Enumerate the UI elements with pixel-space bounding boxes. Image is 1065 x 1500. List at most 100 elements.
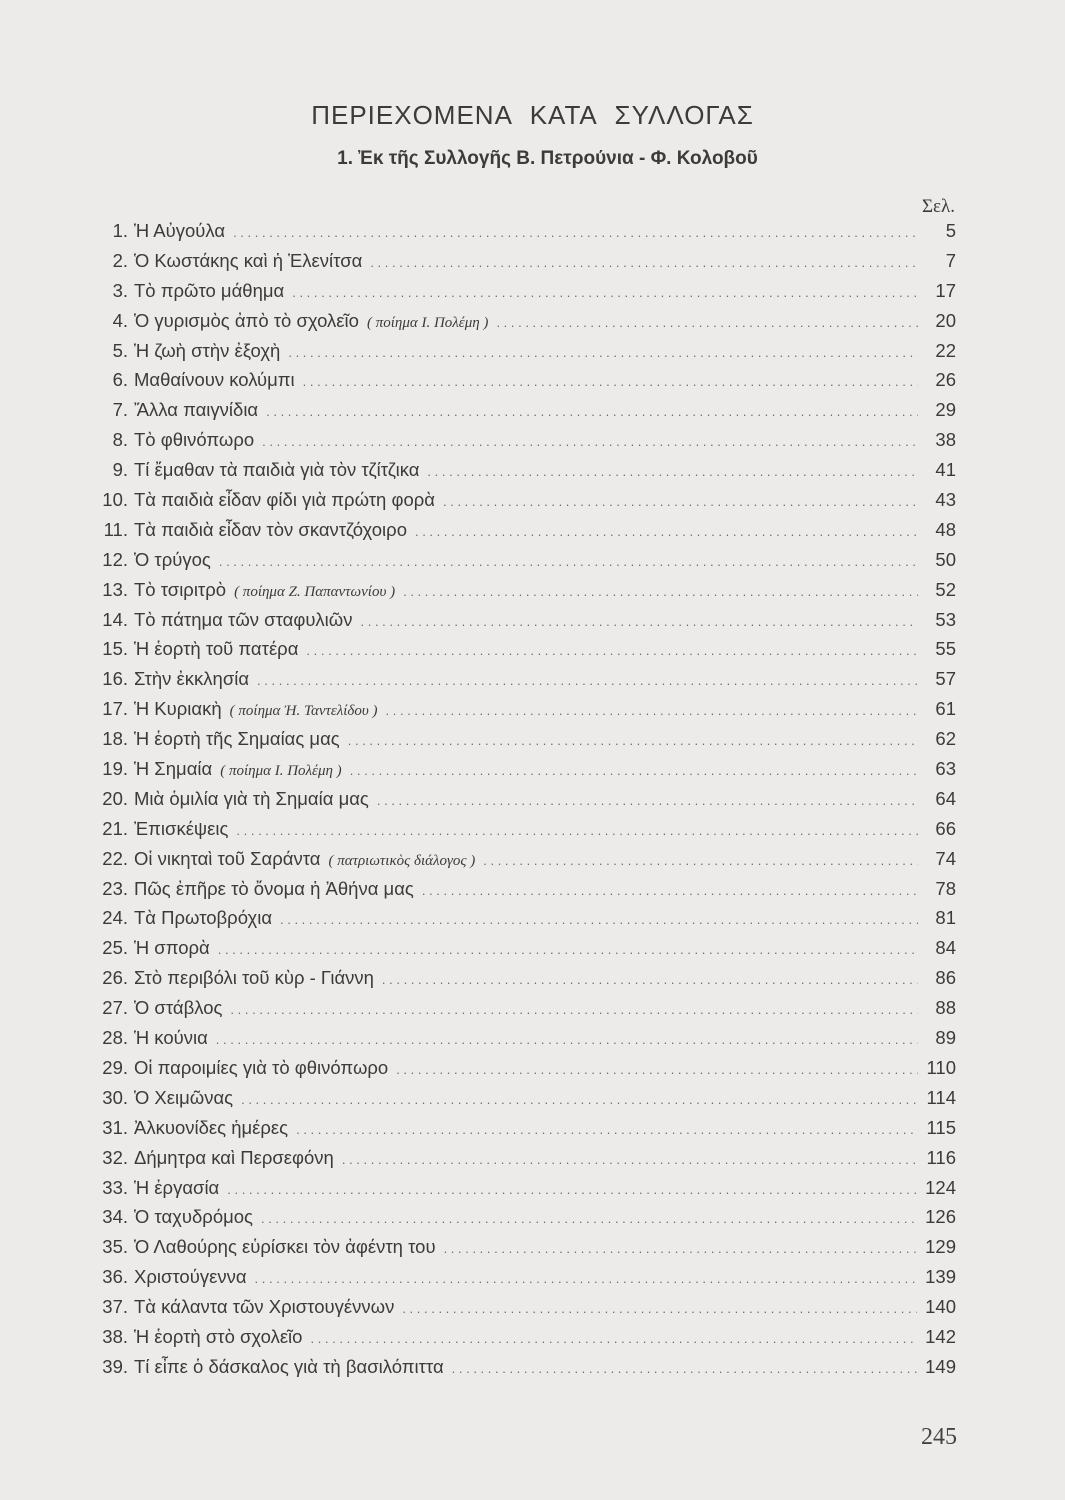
toc-entry: 18. Ἡ ἑορτὴ τῆς Σημαίας μας 62 — [90, 728, 956, 758]
dot-leader — [261, 1211, 917, 1226]
dot-leader — [444, 1241, 918, 1256]
entry-page: 64 — [935, 787, 956, 809]
entry-title: Ὁ στάβλος — [134, 997, 223, 1019]
entry-note: ( ποίημα Ἠ. Ταντελίδου ) — [229, 703, 378, 720]
entry-page: 124 — [925, 1176, 956, 1198]
entry-page: 129 — [925, 1236, 956, 1258]
dot-leader — [310, 1331, 917, 1346]
entry-title: Ἡ Σημαία — [134, 758, 213, 780]
entry-page: 110 — [926, 1056, 957, 1078]
entry-title: Τὸ πρῶτο μάθημα — [134, 279, 285, 301]
toc-entry: 32. Δήμητρα καὶ Περσεφόνη 116 — [90, 1147, 956, 1177]
entry-number: 22. — [102, 847, 128, 869]
dot-leader — [361, 614, 919, 629]
entry-page: 41 — [935, 459, 956, 481]
dot-leader — [415, 524, 918, 539]
entry-page: 140 — [925, 1296, 956, 1318]
dot-leader — [306, 643, 918, 658]
entry-page: 74 — [935, 847, 956, 869]
toc-entry: 37. Τὰ κάλαντα τῶν Χριστουγέννων 140 — [90, 1296, 956, 1326]
entry-title: Τὰ παιδιὰ εἶδαν τὸν σκαντζόχοιρο — [134, 518, 407, 540]
dot-leader — [396, 1062, 918, 1077]
entry-number: 19. — [102, 758, 128, 780]
entry-title: Μαθαίνουν κολύμπι — [134, 369, 295, 391]
entry-title: Ἡ Κυριακὴ — [134, 698, 222, 720]
entry-number: 16. — [102, 668, 128, 690]
entry-title: Ὁ ταχυδρόμος — [134, 1206, 253, 1228]
dot-leader — [386, 703, 918, 718]
entry-title: Ὁ τρύγος — [134, 548, 211, 570]
toc-entry: 3. Τὸ πρῶτο μάθημα 17 — [90, 280, 956, 310]
dot-leader — [233, 225, 918, 240]
entry-number: 7. — [112, 399, 128, 421]
toc-entry: 23. Πῶς ἐπῆρε τὸ ὄνομα ἡ Ἀθήνα μας 78 — [90, 878, 956, 908]
toc-entry: 20. Μιὰ ὁμιλία γιὰ τὴ Σημαία μας 64 — [90, 788, 956, 818]
toc-entry: 25. Ἡ σπορὰ 84 — [90, 937, 956, 967]
entry-number: 3. — [112, 279, 128, 301]
toc-entry: 39. Τί εἶπε ὁ δάσκαλος γιὰ τὴ βασιλόπιττα… — [90, 1356, 956, 1386]
entry-number: 27. — [102, 997, 128, 1019]
entry-page: 7 — [945, 249, 956, 271]
page-number: 245 — [921, 1424, 957, 1450]
toc-entry: 1. Ἡ Αὐγούλα 5 — [90, 220, 956, 250]
entry-title: Τί ἔμαθαν τὰ παιδιὰ γιὰ τὸν τζίτζικα — [134, 459, 420, 481]
entry-number: 36. — [102, 1266, 128, 1288]
entry-number: 23. — [102, 877, 128, 899]
entry-number: 11. — [103, 518, 128, 540]
entry-title: Χριστούγεννα — [134, 1266, 247, 1288]
toc-entry: 14. Τὸ πάτημα τῶν σταφυλιῶν 53 — [90, 609, 956, 639]
toc-entry: 7. Ἄλλα παιγνίδια 29 — [90, 399, 956, 429]
entry-number: 10. — [102, 489, 128, 511]
toc-entry: 10. Τὰ παιδιὰ εἶδαν φίδι γιὰ πρώτη φορὰ 43 — [90, 489, 956, 519]
dot-leader — [280, 912, 918, 927]
entry-page: 66 — [935, 817, 956, 839]
entry-title: Ὁ γυρισμὸς ἀπὸ τὸ σχολεῖο — [134, 309, 359, 331]
entry-title: Οἱ παροιμίες γιὰ τὸ φθινόπωρο — [134, 1056, 389, 1078]
toc-entry: 29. Οἱ παροιμίες γιὰ τὸ φθινόπωρο 110 — [90, 1057, 956, 1087]
toc-entry: 16. Στὴν ἐκκλησία 57 — [90, 668, 956, 698]
dot-leader — [382, 972, 918, 987]
entry-title: Ἀλκυονίδες ἡμέρες — [134, 1116, 289, 1138]
entry-title: Ὁ Κωστάκης καὶ ἡ Ἑλενίτσα — [134, 249, 363, 271]
entry-title: Οἱ νικηταὶ τοῦ Σαράντα — [134, 847, 321, 869]
toc-entry: 34. Ὁ ταχυδρόμος 126 — [90, 1206, 956, 1236]
toc-entry: 31. Ἀλκυονίδες ἡμέρες 115 — [90, 1117, 956, 1147]
entry-page: 22 — [935, 339, 956, 361]
entry-page: 61 — [935, 698, 956, 720]
dot-leader — [443, 494, 918, 509]
toc-entry: 22. Οἱ νικηταὶ τοῦ Σαράντα ( πατριωτικὸς δ… — [90, 848, 956, 878]
entry-page: 38 — [935, 429, 956, 451]
entry-title: Τὸ πάτημα τῶν σταφυλιῶν — [134, 608, 353, 630]
entry-note: ( πατριωτικὸς διάλογος ) — [328, 852, 476, 869]
entry-number: 2. — [112, 249, 128, 271]
dot-leader — [227, 1182, 917, 1197]
entry-number: 25. — [102, 937, 128, 959]
entry-title: Ἡ ἑορτὴ στὸ σχολεῖο — [134, 1325, 303, 1347]
entry-page: 17 — [935, 279, 956, 301]
entry-number: 18. — [102, 728, 128, 750]
toc-entry: 33. Ἡ ἐργασία 124 — [90, 1177, 956, 1207]
toc-entry: 8. Τὸ φθινόπωρο 38 — [90, 429, 956, 459]
entry-title: Πῶς ἐπῆρε τὸ ὄνομα ἡ Ἀθήνα μας — [134, 877, 414, 899]
entry-number: 29. — [102, 1056, 128, 1078]
entry-number: 30. — [102, 1086, 128, 1108]
toc-entry: 38. Ἡ ἑορτὴ στὸ σχολεῖο 142 — [90, 1326, 956, 1356]
toc-entry: 21. Ἐπισκέψεις 66 — [90, 818, 956, 848]
entry-number: 5. — [112, 339, 128, 361]
toc-entry: 9. Τί ἔμαθαν τὰ παιδιὰ γιὰ τὸν τζίτζικα 41 — [90, 459, 956, 489]
entry-number: 13. — [102, 578, 128, 600]
toc-entry: 19. Ἡ Σημαία ( ποίημα Ι. Πολέμη ) 63 — [90, 758, 956, 788]
entry-number: 39. — [102, 1355, 128, 1377]
entry-number: 37. — [102, 1296, 128, 1318]
entry-page: 89 — [935, 1027, 956, 1049]
entry-number: 35. — [102, 1236, 128, 1258]
dot-leader — [257, 673, 918, 688]
page-title: ΠΕΡΙΕΧΟΜΕΝΑ ΚΑΤΑ ΣΥΛΛΟΓΑΣ — [311, 100, 754, 130]
entry-title: Μιὰ ὁμιλία γιὰ τὴ Σημαία μας — [134, 787, 369, 809]
dot-leader — [496, 315, 918, 330]
dot-leader — [241, 1092, 918, 1107]
entry-title: Στὸ περιβόλι τοῦ κὺρ - Γιάννη — [134, 967, 374, 989]
contents-list: 1. Ἡ Αὐγούλα 5 2. Ὁ Κωστάκης καὶ ἡ Ἑλενίτσα 7… — [90, 220, 956, 1386]
entry-page: 20 — [935, 309, 956, 331]
entry-title: Δήμητρα καὶ Περσεφόνη — [134, 1146, 334, 1168]
